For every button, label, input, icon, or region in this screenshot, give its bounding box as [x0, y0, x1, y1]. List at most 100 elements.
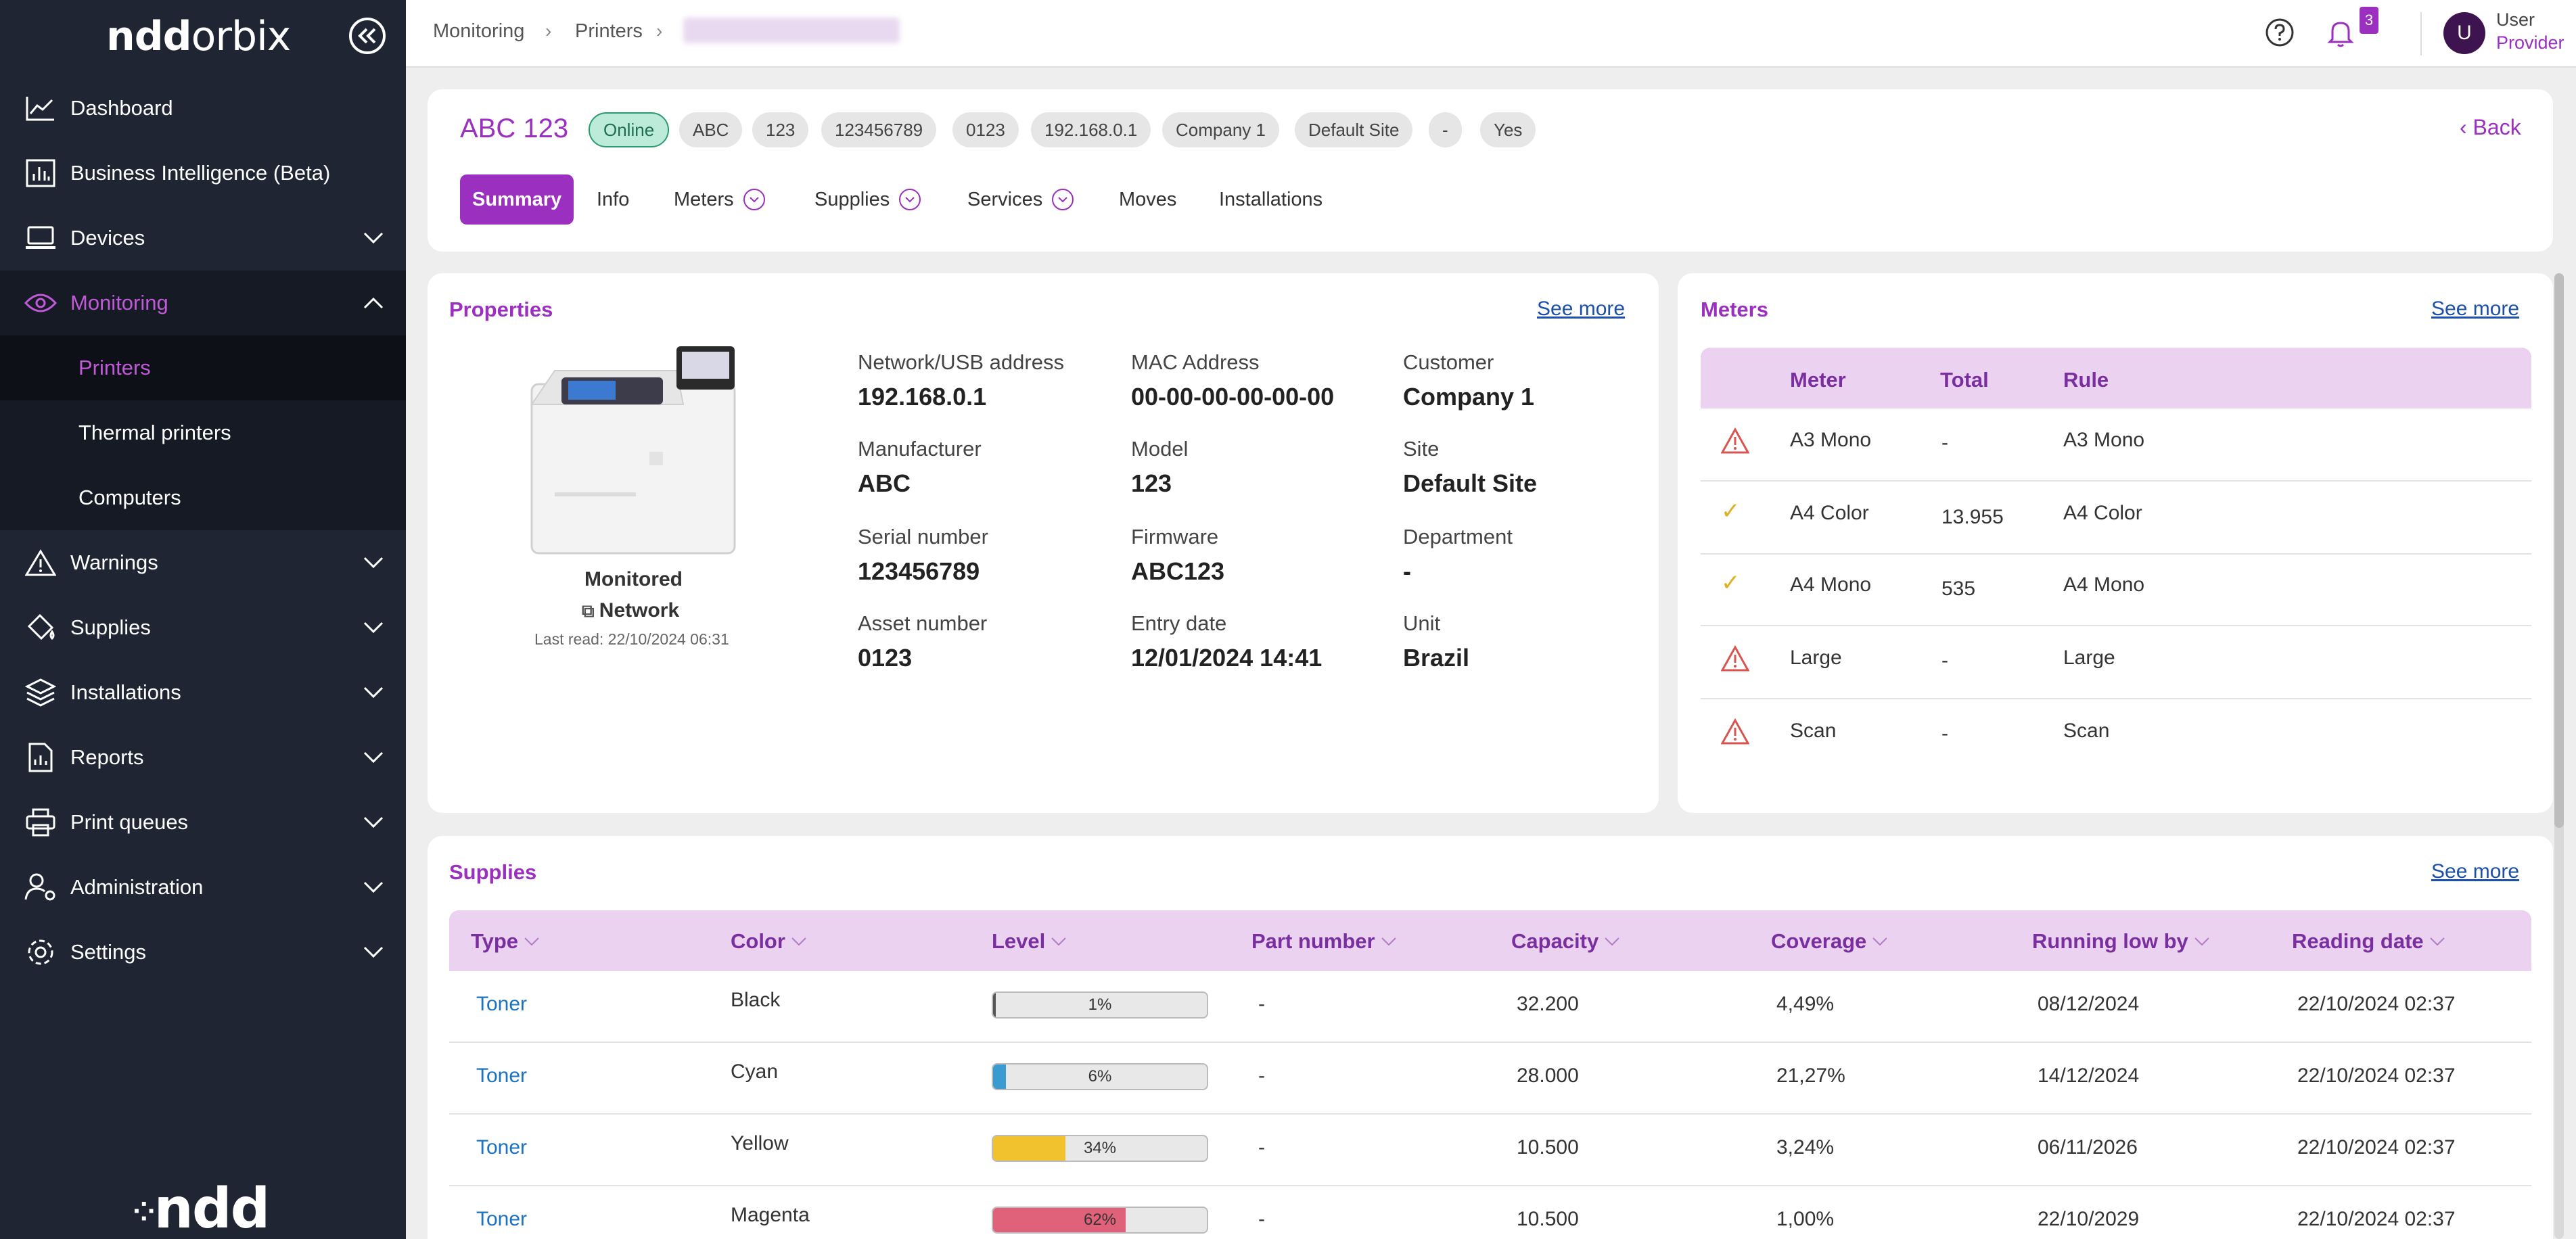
- meters-col-meter[interactable]: Meter: [1790, 368, 1846, 392]
- meters-see-more-link[interactable]: See more: [2431, 298, 2520, 320]
- tab-supplies[interactable]: Supplies: [814, 174, 921, 225]
- meter-total: -: [1941, 431, 1948, 454]
- row-divider: [1701, 553, 2531, 555]
- col-label: Running low by: [2032, 929, 2188, 953]
- sidebar-item-administration[interactable]: Administration: [0, 855, 406, 920]
- prop-label: Firmware: [1131, 525, 1219, 548]
- prop-label: Network/USB address: [858, 350, 1064, 374]
- meter-name: A3 Mono: [1790, 429, 1872, 451]
- sidebar-item-label: Installations: [70, 680, 181, 704]
- sidebar-subitem-printers[interactable]: Printers: [0, 335, 406, 400]
- prop-value: 0123: [858, 644, 913, 672]
- user-role: Provider: [2496, 32, 2564, 53]
- properties-see-more-link[interactable]: See more: [1537, 298, 1626, 320]
- supply-coverage: 3,24%: [1776, 1136, 1835, 1159]
- supply-type-link[interactable]: Toner: [476, 1065, 528, 1087]
- notification-count-badge: 3: [2360, 7, 2378, 34]
- prop-label: MAC Address: [1131, 350, 1260, 374]
- supply-running-low-by: 06/11/2026: [2038, 1136, 2138, 1159]
- tab-services[interactable]: Services: [967, 174, 1074, 225]
- supplies-col-type[interactable]: Type: [471, 929, 540, 954]
- user-name[interactable]: User: [2496, 9, 2535, 30]
- supplies-col-reading-date[interactable]: Reading date: [2292, 929, 2445, 954]
- chevron-down-icon: [361, 940, 386, 964]
- supplies-col-capacity[interactable]: Capacity: [1511, 929, 1620, 954]
- sidebar-item-label: Settings: [70, 940, 147, 964]
- avatar[interactable]: U: [2443, 12, 2485, 54]
- supply-part-number: -: [1258, 1136, 1265, 1159]
- monitoring-group-background: [0, 271, 406, 530]
- supply-capacity: 10.500: [1517, 1136, 1579, 1159]
- supplies-see-more-link[interactable]: See more: [2431, 860, 2520, 883]
- back-link-label: Back: [2472, 115, 2521, 139]
- supplies-col-coverage[interactable]: Coverage: [1771, 929, 1888, 954]
- sidebar-item-installations[interactable]: Installations: [0, 660, 406, 725]
- supply-level-fill: [993, 1208, 1126, 1232]
- warning-icon: [1721, 718, 1749, 745]
- meters-col-rule[interactable]: Rule: [2063, 368, 2109, 392]
- sidebar: ndd orbix Dashboard Business Intelligence…: [0, 0, 406, 1239]
- supply-part-number: -: [1258, 993, 1265, 1015]
- chip-model: 123: [752, 112, 809, 147]
- sidebar-item-reports[interactable]: Reports: [0, 725, 406, 790]
- col-label: Coverage: [1771, 929, 1867, 953]
- prop-label: Entry date: [1131, 611, 1227, 635]
- sidebar-subitem-thermal-printers[interactable]: Thermal printers: [0, 400, 406, 465]
- sidebar-item-monitoring[interactable]: Monitoring: [0, 271, 406, 335]
- sidebar-subitem-label: Thermal printers: [78, 421, 231, 444]
- sidebar-item-supplies[interactable]: Supplies: [0, 595, 406, 660]
- supply-running-low-by: 14/12/2024: [2038, 1065, 2140, 1087]
- tab-summary[interactable]: Summary: [460, 174, 574, 225]
- report-document-icon: [23, 740, 58, 775]
- supply-level-bar: 6%: [992, 1063, 1208, 1090]
- ndd-footer-logo: ⁘ndd: [133, 1177, 270, 1239]
- sidebar-subitem-computers[interactable]: Computers: [0, 465, 406, 530]
- tab-label: Supplies: [814, 188, 890, 210]
- meter-name: A4 Color: [1790, 502, 1869, 524]
- supply-level-bar: 1%: [992, 991, 1208, 1019]
- supply-capacity: 32.200: [1517, 993, 1579, 1015]
- sidebar-item-print-queues[interactable]: Print queues: [0, 790, 406, 855]
- breadcrumb-separator: ›: [656, 20, 663, 41]
- supply-type-link[interactable]: Toner: [476, 993, 528, 1015]
- back-link[interactable]: ‹ Back: [2460, 115, 2521, 139]
- collapse-sidebar-button[interactable]: [349, 18, 386, 54]
- supply-level-percent: 1%: [1088, 996, 1112, 1014]
- warning-triangle-icon: [23, 545, 58, 580]
- tab-info[interactable]: Info: [597, 188, 630, 210]
- sidebar-item-business-intelligence[interactable]: Business Intelligence (Beta): [0, 141, 406, 206]
- chevron-down-icon: [1381, 937, 1396, 946]
- supply-coverage: 4,49%: [1776, 993, 1835, 1015]
- tab-installations[interactable]: Installations: [1219, 188, 1323, 210]
- supplies-col-part-number[interactable]: Part number: [1251, 929, 1397, 954]
- supply-running-low-by: 08/12/2024: [2038, 993, 2140, 1015]
- sidebar-item-settings[interactable]: Settings: [0, 920, 406, 985]
- supply-type-link[interactable]: Toner: [476, 1208, 528, 1230]
- sidebar-item-warnings[interactable]: Warnings: [0, 530, 406, 595]
- supply-reading-date: 22/10/2024 02:37: [2297, 1065, 2456, 1087]
- ndd-orbix-logo[interactable]: ndd orbix: [106, 12, 291, 61]
- supply-type-link[interactable]: Toner: [476, 1136, 528, 1159]
- help-icon[interactable]: [2262, 15, 2297, 50]
- supplies-col-running-low-by[interactable]: Running low by: [2032, 929, 2210, 954]
- breadcrumb-current-blurred: [683, 18, 900, 43]
- chevron-down-icon: [743, 189, 765, 210]
- bar-chart-icon: [23, 156, 58, 191]
- supplies-col-level[interactable]: Level: [992, 929, 1067, 954]
- meter-rule: Large: [2063, 647, 2115, 669]
- check-icon: ✓: [1721, 570, 1741, 596]
- supply-running-low-by: 22/10/2029: [2038, 1208, 2140, 1230]
- breadcrumb-monitoring[interactable]: Monitoring: [433, 20, 525, 42]
- meter-rule: A4 Mono: [2063, 574, 2145, 596]
- tab-meters[interactable]: Meters: [674, 174, 765, 225]
- meters-col-total[interactable]: Total: [1940, 368, 1989, 392]
- bell-icon[interactable]: [2323, 15, 2358, 50]
- ndd-mark-icon: ⁘: [133, 1196, 155, 1228]
- sidebar-item-devices[interactable]: Devices: [0, 206, 406, 271]
- page-scrollbar-thumb[interactable]: [2554, 273, 2564, 828]
- supplies-col-color[interactable]: Color: [731, 929, 807, 954]
- breadcrumb-printers[interactable]: Printers: [575, 20, 643, 42]
- supply-level-fill: [993, 1065, 1006, 1089]
- sidebar-item-dashboard[interactable]: Dashboard: [0, 76, 406, 141]
- tab-moves[interactable]: Moves: [1119, 188, 1177, 210]
